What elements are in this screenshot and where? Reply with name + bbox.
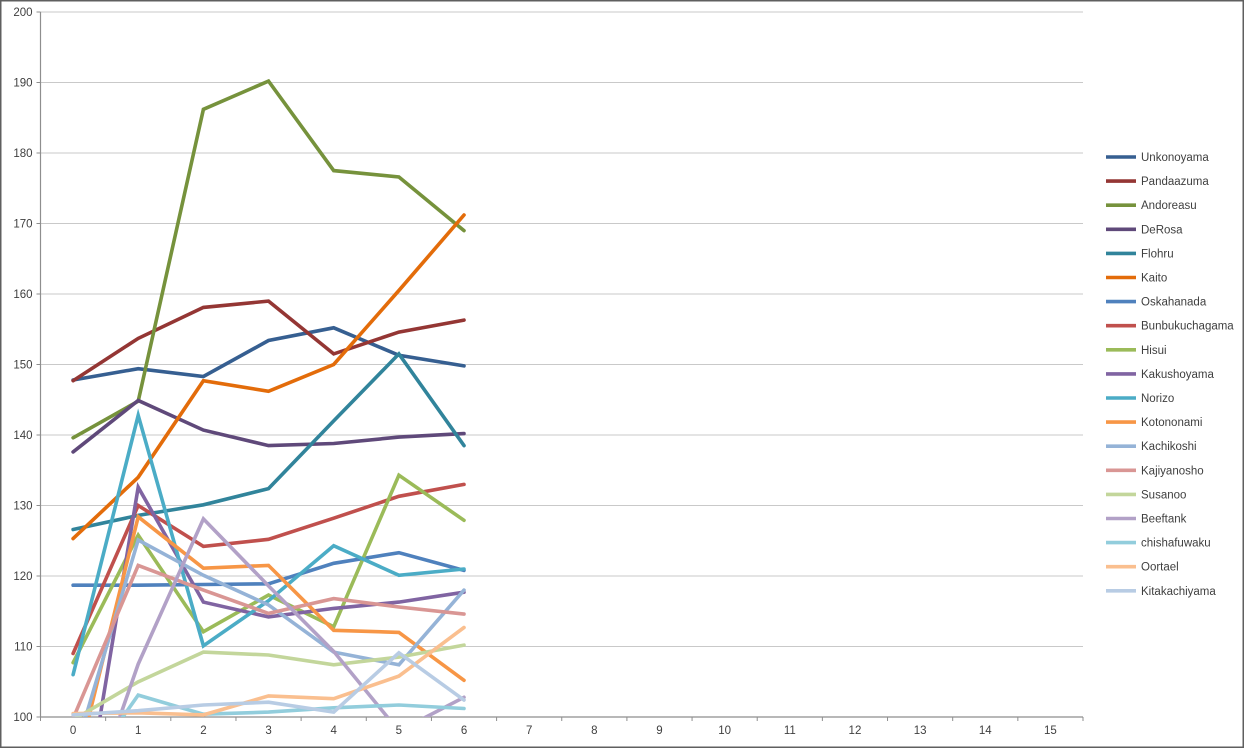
legend-item-derosa[interactable]: DeRosa: [1106, 224, 1183, 236]
x-axis-label: 11: [784, 725, 796, 737]
series-line-kachikoshi[interactable]: [73, 537, 466, 748]
legend-label: Kotononami: [1141, 417, 1202, 429]
x-axis-label: 0: [70, 725, 76, 737]
series-line-bunbukuchagama[interactable]: [71, 482, 466, 656]
series-line-kajiyanosho[interactable]: [71, 563, 466, 718]
legend-item-pandaazuma[interactable]: Pandaazuma: [1106, 176, 1209, 188]
series-line-kitakachiyama[interactable]: [71, 650, 466, 717]
y-axis-label: 190: [13, 78, 32, 90]
legend-label: Pandaazuma: [1141, 176, 1209, 188]
y-axis-label: 150: [13, 360, 32, 372]
legend-item-bunbukuchagama[interactable]: Bunbukuchagama: [1106, 321, 1234, 333]
series-line-unkonoyama[interactable]: [71, 325, 466, 382]
legend-item-chishafuwaku[interactable]: chishafuwaku: [1106, 538, 1211, 550]
x-axis-label: 15: [1044, 725, 1057, 737]
series-line-norizo[interactable]: [71, 408, 466, 677]
series-line-kakushoyama[interactable]: [73, 481, 466, 748]
legend-label: DeRosa: [1141, 224, 1183, 236]
legend-item-kakushoyama[interactable]: Kakushoyama: [1106, 369, 1214, 381]
legend-item-kotononami[interactable]: Kotononami: [1106, 417, 1202, 429]
series-line-susanoo[interactable]: [73, 643, 466, 720]
x-axis-label: 13: [914, 725, 927, 737]
legend-item-norizo[interactable]: Norizo: [1106, 393, 1174, 405]
series-line-pandaazuma[interactable]: [71, 299, 466, 383]
legend-item-oortael[interactable]: Oortael: [1106, 562, 1179, 574]
legend: Unkonoyama Pandaazuma Andoreasu DeRosa Flohr…: [1106, 152, 1234, 598]
legend-item-kajiyanosho[interactable]: Kajiyanosho: [1106, 465, 1204, 477]
x-axis-label: 10: [718, 725, 731, 737]
legend-label: Bunbukuchagama: [1141, 321, 1234, 333]
legend-item-beeftank[interactable]: Beeftank: [1106, 514, 1187, 526]
legend-label: Kakushoyama: [1141, 369, 1214, 381]
legend-label: Kachikoshi: [1141, 441, 1197, 453]
series-line-kotononami[interactable]: [73, 513, 466, 748]
legend-label: Oskahanada: [1141, 297, 1207, 309]
series-line-hisui[interactable]: [71, 472, 466, 665]
x-axis-label: 1: [135, 725, 141, 737]
y-axis-label: 130: [13, 501, 32, 513]
legend-item-unkonoyama[interactable]: Unkonoyama: [1106, 152, 1209, 164]
series-line-kaito[interactable]: [71, 213, 466, 541]
x-axis-label: 3: [265, 725, 271, 737]
series-line-derosa[interactable]: [71, 398, 466, 454]
legend-item-flohru[interactable]: Flohru: [1106, 248, 1174, 260]
legend-item-kachikoshi[interactable]: Kachikoshi: [1106, 441, 1197, 453]
y-axis-label: 160: [13, 289, 32, 301]
legend-label: Beeftank: [1141, 514, 1187, 526]
y-axis-label: 120: [13, 571, 32, 583]
legend-label: Kitakachiyama: [1141, 586, 1216, 598]
x-axis-label: 2: [200, 725, 206, 737]
x-axis-label: 12: [849, 725, 862, 737]
y-axis-label: 180: [13, 148, 32, 160]
x-axis-label: 8: [591, 725, 597, 737]
legend-item-andoreasu[interactable]: Andoreasu: [1106, 200, 1197, 212]
x-axis-label: 6: [461, 725, 467, 737]
plot-area: [71, 78, 466, 748]
series-line-chishafuwaku[interactable]: [73, 693, 466, 748]
legend-item-oskahanada[interactable]: Oskahanada: [1106, 297, 1207, 309]
legend-item-kitakachiyama[interactable]: Kitakachiyama: [1106, 586, 1216, 598]
legend-label: Unkonoyama: [1141, 152, 1209, 164]
y-axis-label: 170: [13, 219, 32, 231]
y-axis-label: 100: [13, 712, 32, 724]
legend-label: Kajiyanosho: [1141, 465, 1204, 477]
series-line-beeftank[interactable]: [73, 515, 466, 748]
legend-item-kaito[interactable]: Kaito: [1106, 273, 1167, 285]
legend-item-hisui[interactable]: Hisui: [1106, 345, 1167, 357]
y-axis-label: 110: [14, 642, 32, 654]
y-axis-label: 140: [13, 430, 32, 442]
y-axis-label: 200: [13, 7, 32, 19]
series-line-oortael[interactable]: [71, 625, 466, 717]
legend-label: Kaito: [1141, 273, 1167, 285]
legend-label: Susanoo: [1141, 489, 1186, 501]
legend-label: Flohru: [1141, 248, 1174, 260]
legend-label: Norizo: [1141, 393, 1174, 405]
legend-label: Andoreasu: [1141, 200, 1197, 212]
x-axis-label: 14: [979, 725, 992, 737]
x-axis-label: 5: [396, 725, 402, 737]
legend-label: Hisui: [1141, 345, 1167, 357]
legend-label: chishafuwaku: [1141, 538, 1211, 550]
x-axis-label: 7: [526, 725, 532, 737]
legend-label: Oortael: [1141, 562, 1179, 574]
x-axis-label: 4: [331, 725, 338, 737]
legend-item-susanoo[interactable]: Susanoo: [1106, 489, 1186, 501]
x-axis-label: 9: [656, 725, 662, 737]
series-line-andoreasu[interactable]: [71, 78, 466, 440]
